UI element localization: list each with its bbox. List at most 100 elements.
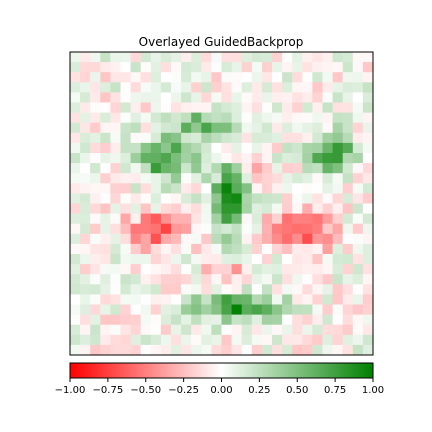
heatmap-cell — [332, 132, 344, 144]
heatmap-cell — [231, 334, 243, 346]
heatmap-cell — [342, 132, 354, 144]
heatmap-cell — [70, 314, 81, 326]
heatmap-cell — [120, 203, 131, 214]
heatmap-cell — [362, 344, 374, 356]
heatmap-cell — [221, 314, 232, 326]
heatmap-cell — [231, 52, 243, 63]
heatmap-cell — [110, 62, 121, 73]
heatmap-cell — [322, 274, 333, 285]
heatmap-cell — [231, 153, 243, 164]
heatmap-cell — [362, 324, 374, 336]
heatmap-cell — [292, 274, 303, 285]
heatmap-cell — [90, 213, 101, 225]
heatmap-cell — [352, 344, 364, 356]
heatmap-cell — [221, 274, 232, 285]
heatmap-cell — [100, 72, 111, 83]
heatmap-cell — [150, 122, 162, 134]
heatmap-cell — [211, 344, 222, 356]
heatmap-cell — [201, 173, 212, 184]
heatmap-cell — [282, 132, 293, 144]
heatmap-cell — [201, 233, 212, 245]
colorbar-tick-label: −0.75 — [93, 385, 124, 396]
heatmap-cell — [332, 183, 344, 194]
colorbar-tick-label: 1.00 — [362, 385, 384, 396]
heatmap-cell — [120, 304, 131, 315]
heatmap-cell — [90, 284, 101, 295]
heatmap-cell — [272, 274, 283, 285]
heatmap-cell — [110, 112, 121, 124]
heatmap-cell — [171, 213, 182, 225]
heatmap-cell — [130, 233, 142, 245]
heatmap-cell — [120, 264, 131, 275]
heatmap-cell — [140, 314, 152, 326]
heatmap-cell — [241, 153, 253, 164]
heatmap-cell — [160, 294, 172, 305]
heatmap-cell — [171, 304, 182, 315]
heatmap-cell — [352, 132, 364, 144]
heatmap-cell — [221, 142, 232, 154]
heatmap-cell — [352, 102, 364, 113]
heatmap-cell — [332, 82, 344, 93]
heatmap-cell — [130, 284, 142, 295]
heatmap-cell — [231, 173, 243, 184]
heatmap-cell — [282, 344, 293, 356]
heatmap-cell — [100, 304, 111, 315]
heatmap-cell — [221, 82, 232, 93]
heatmap-cell — [100, 264, 111, 275]
heatmap-cell — [221, 173, 232, 184]
heatmap-cell — [332, 102, 344, 113]
heatmap-cell — [90, 173, 101, 184]
heatmap-cell — [90, 72, 101, 83]
heatmap-cell — [181, 183, 192, 194]
heatmap-cell — [130, 52, 142, 63]
heatmap-cell — [90, 334, 101, 346]
heatmap-cell — [140, 203, 152, 214]
heatmap-cell — [130, 122, 142, 134]
heatmap-cell — [90, 122, 101, 134]
heatmap-cell — [282, 122, 293, 134]
heatmap-cell — [90, 163, 101, 174]
heatmap-cell — [80, 153, 91, 164]
heatmap-cell — [100, 284, 111, 295]
heatmap-cell — [211, 294, 222, 305]
heatmap-cell — [181, 284, 192, 295]
heatmap-cell — [241, 142, 253, 154]
heatmap-cell — [130, 314, 142, 326]
heatmap-cell — [261, 233, 273, 245]
heatmap-cell — [221, 203, 232, 214]
heatmap-cell — [120, 344, 131, 356]
heatmap-cell — [302, 173, 313, 184]
heatmap-cell — [231, 183, 243, 194]
heatmap-cell — [312, 193, 323, 204]
heatmap-cell — [150, 163, 162, 174]
heatmap-cell — [110, 223, 121, 235]
heatmap-cell — [312, 52, 323, 63]
heatmap-cell — [80, 254, 91, 265]
heatmap-cell — [211, 122, 222, 134]
heatmap-cell — [201, 102, 212, 113]
heatmap-cell — [130, 193, 142, 204]
heatmap-cell — [261, 132, 273, 144]
heatmap-cell — [191, 153, 202, 164]
heatmap-cell — [272, 163, 283, 174]
heatmap-cell — [100, 193, 111, 204]
heatmap-cell — [120, 112, 131, 124]
heatmap-cell — [282, 284, 293, 295]
heatmap-cell — [110, 82, 121, 93]
heatmap-cell — [362, 243, 374, 255]
heatmap-cell — [90, 314, 101, 326]
heatmap-cell — [282, 203, 293, 214]
heatmap-cell — [261, 264, 273, 275]
heatmap-cell — [231, 344, 243, 356]
heatmap-cell — [292, 52, 303, 63]
heatmap-cell — [130, 274, 142, 285]
heatmap-cell — [70, 163, 81, 174]
heatmap-cell — [272, 183, 283, 194]
heatmap-cell — [160, 112, 172, 124]
heatmap-cell — [191, 173, 202, 184]
heatmap-cell — [251, 163, 263, 174]
heatmap-cell — [140, 213, 152, 225]
heatmap-cell — [211, 92, 222, 103]
heatmap-cell — [322, 193, 333, 204]
heatmap-cell — [352, 112, 364, 124]
